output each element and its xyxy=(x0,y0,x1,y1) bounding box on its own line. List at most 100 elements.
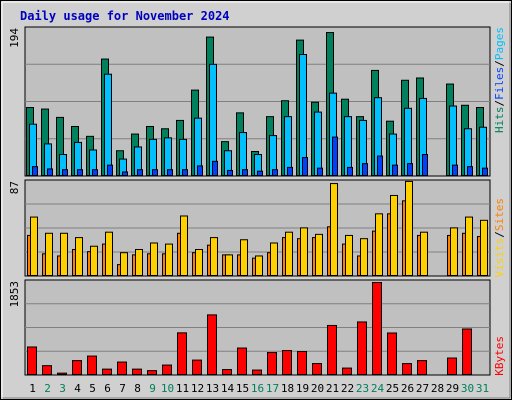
day-label-30: 30 xyxy=(461,382,474,395)
bar-sites-day-7 xyxy=(120,252,128,277)
bar-pages-day-30 xyxy=(467,166,473,177)
legend-separator: / xyxy=(493,231,506,238)
bar-sites-day-5 xyxy=(90,245,98,277)
day-label-12: 12 xyxy=(191,382,204,395)
day-label-27: 27 xyxy=(416,382,429,395)
bar-kbytes-day-30 xyxy=(462,328,472,376)
bar-sites-day-29 xyxy=(450,227,458,276)
legend-files: Files xyxy=(493,67,506,100)
bar-sites-day-30 xyxy=(465,216,473,276)
bar-pages-day-6 xyxy=(107,164,113,176)
bar-sites-day-16 xyxy=(255,255,263,277)
panel-middle: 87 xyxy=(8,179,491,277)
bar-kbytes-day-1 xyxy=(27,346,37,375)
day-label-8: 8 xyxy=(134,382,141,395)
legend-separator: / xyxy=(493,100,506,107)
bar-pages-day-23 xyxy=(362,163,368,177)
bar-kbytes-day-12 xyxy=(192,359,202,375)
bar-pages-day-14 xyxy=(227,169,233,176)
y-max-label-top: 194 xyxy=(8,28,21,48)
bar-sites-day-8 xyxy=(135,248,143,277)
bar-kbytes-day-29 xyxy=(447,357,457,376)
bar-sites-day-14 xyxy=(225,254,233,277)
day-label-13: 13 xyxy=(206,382,219,395)
y-max-label-middle: 87 xyxy=(8,181,21,194)
bar-pages-day-3 xyxy=(62,169,68,177)
day-label-17: 17 xyxy=(266,382,279,395)
bar-pages-day-22 xyxy=(347,166,353,176)
bar-kbytes-day-24 xyxy=(372,282,382,375)
bar-pages-day-19 xyxy=(302,157,308,176)
legend-hits: Hits xyxy=(493,107,506,134)
bar-sites-day-6 xyxy=(105,231,113,277)
bar-pages-day-12 xyxy=(197,165,203,177)
bar-sites-day-25 xyxy=(390,194,398,276)
day-label-24: 24 xyxy=(371,382,385,395)
day-label-3: 3 xyxy=(59,382,66,395)
bar-sites-day-9 xyxy=(150,242,158,277)
bar-sites-day-15 xyxy=(240,239,248,277)
bar-pages-day-17 xyxy=(272,169,278,177)
day-label-10: 10 xyxy=(161,382,174,395)
day-label-25: 25 xyxy=(386,382,399,395)
bar-pages-day-13 xyxy=(212,160,218,177)
day-label-15: 15 xyxy=(236,382,249,395)
bar-pages-day-5 xyxy=(92,169,98,177)
day-label-11: 11 xyxy=(176,382,189,395)
bar-kbytes-day-2 xyxy=(42,365,52,375)
bar-files-day-13 xyxy=(209,63,217,176)
bar-kbytes-day-7 xyxy=(117,361,127,375)
bar-sites-day-31 xyxy=(480,219,488,276)
bar-kbytes-day-5 xyxy=(87,355,97,376)
bar-pages-day-9 xyxy=(152,169,158,177)
bar-sites-day-13 xyxy=(210,237,218,277)
day-label-19: 19 xyxy=(296,382,309,395)
day-label-26: 26 xyxy=(401,382,414,395)
bar-sites-day-1 xyxy=(30,216,38,276)
bar-pages-day-16 xyxy=(257,170,263,177)
day-label-22: 22 xyxy=(341,382,354,395)
bar-files-day-20 xyxy=(314,111,322,176)
bar-pages-day-27 xyxy=(422,154,428,176)
bar-kbytes-day-13 xyxy=(207,314,217,375)
bar-sites-day-26 xyxy=(405,180,413,276)
bar-kbytes-day-15 xyxy=(237,347,247,376)
bar-pages-day-20 xyxy=(317,167,323,176)
bar-kbytes-day-18 xyxy=(282,350,292,375)
bar-pages-day-4 xyxy=(77,169,83,177)
bar-pages-day-24 xyxy=(377,155,383,177)
bar-pages-day-11 xyxy=(182,169,188,177)
panels: 194 87 1853 xyxy=(8,26,491,376)
bar-kbytes-day-20 xyxy=(312,363,322,376)
day-label-2: 2 xyxy=(44,382,51,395)
bar-kbytes-day-10 xyxy=(162,364,172,375)
day-label-20: 20 xyxy=(311,382,324,395)
bar-files-day-15 xyxy=(239,132,247,176)
legend-sites: Sites xyxy=(493,198,506,231)
bar-pages-day-26 xyxy=(407,163,413,177)
bar-pages-day-31 xyxy=(482,167,488,176)
bar-sites-day-19 xyxy=(300,227,308,276)
day-label-9: 9 xyxy=(149,382,156,395)
bar-pages-day-18 xyxy=(287,166,293,176)
bar-files-day-6 xyxy=(104,73,112,176)
bar-sites-day-11 xyxy=(180,215,188,276)
bar-sites-day-3 xyxy=(60,232,68,277)
bar-pages-day-2 xyxy=(47,168,53,177)
day-label-18: 18 xyxy=(281,382,294,395)
bar-sites-day-23 xyxy=(360,238,368,277)
day-label-14: 14 xyxy=(221,382,235,395)
bar-kbytes-day-11 xyxy=(177,332,187,375)
bar-pages-day-8 xyxy=(137,169,143,177)
day-label-1: 1 xyxy=(29,382,36,395)
bar-kbytes-day-26 xyxy=(402,363,412,375)
bar-pages-day-25 xyxy=(392,164,398,176)
bar-sites-day-24 xyxy=(375,213,383,276)
bar-sites-day-17 xyxy=(270,242,278,277)
right-legend-top: Hits/Files/Pages xyxy=(493,27,506,133)
bar-pages-day-7 xyxy=(122,171,128,177)
chart-title: Daily usage for November 2024 xyxy=(20,9,230,23)
day-label-29: 29 xyxy=(446,382,459,395)
